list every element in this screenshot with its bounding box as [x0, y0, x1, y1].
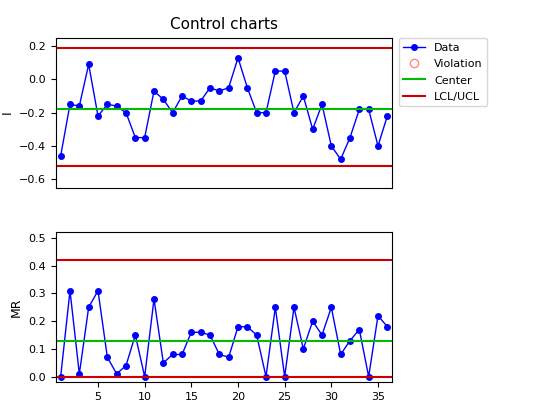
Data [95, 113, 101, 118]
Data [291, 110, 297, 115]
Data [328, 143, 335, 148]
Data [347, 135, 353, 140]
Data [356, 107, 363, 112]
Data [123, 110, 129, 115]
Data [365, 107, 372, 112]
Data [319, 102, 325, 107]
Data [132, 135, 139, 140]
Data [207, 85, 213, 90]
Data [337, 157, 344, 162]
Line: Data: Data [58, 55, 390, 162]
Data [104, 102, 111, 107]
Data [76, 103, 83, 108]
Data [263, 110, 269, 115]
Data [179, 94, 185, 99]
Data [375, 143, 381, 148]
Data [188, 99, 195, 104]
Data [244, 85, 251, 90]
Data [253, 110, 260, 115]
Data [309, 127, 316, 132]
Data [85, 62, 92, 67]
Data [57, 153, 64, 158]
Y-axis label: MR: MR [10, 298, 23, 317]
Data [151, 89, 157, 94]
Data [300, 94, 307, 99]
Data [225, 85, 232, 90]
Data [141, 135, 148, 140]
Data [384, 113, 391, 118]
Title: Control charts: Control charts [170, 18, 278, 32]
Data [160, 97, 167, 102]
Data [197, 99, 204, 104]
Data [169, 110, 176, 115]
Data [216, 89, 223, 94]
Data [113, 103, 120, 108]
Data [235, 55, 241, 60]
Data [281, 68, 288, 74]
Data [67, 102, 73, 107]
Data [272, 68, 279, 74]
Y-axis label: I: I [1, 111, 13, 115]
Legend: Data, Violation, Center, LCL/UCL: Data, Violation, Center, LCL/UCL [399, 38, 487, 106]
